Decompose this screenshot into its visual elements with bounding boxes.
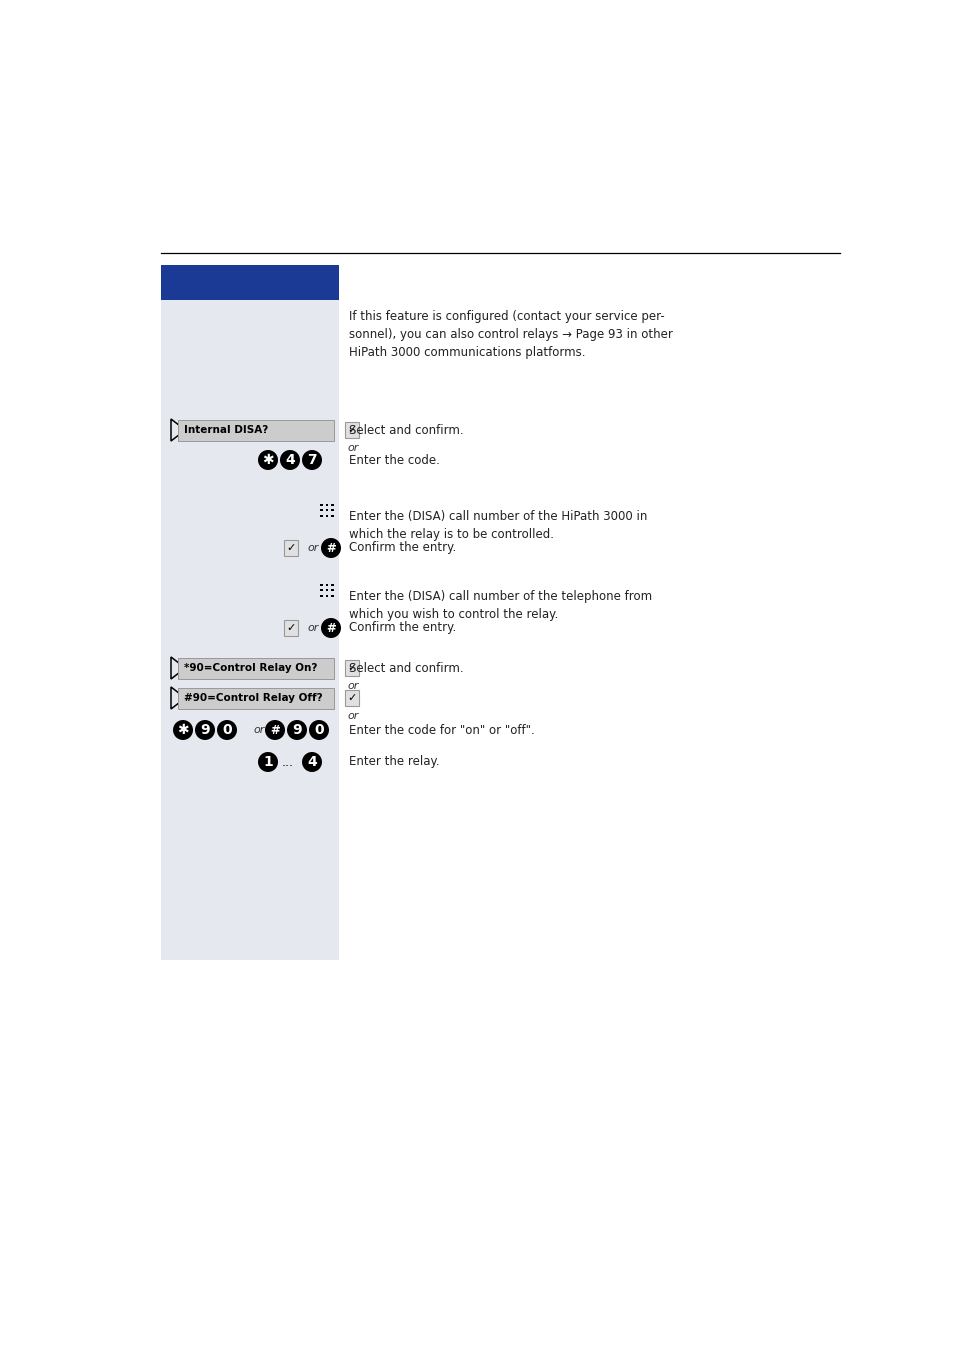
- Text: or: or: [253, 725, 264, 735]
- Text: or: or: [347, 681, 358, 690]
- Text: 1: 1: [263, 755, 273, 769]
- Text: ✓: ✓: [347, 693, 356, 703]
- FancyBboxPatch shape: [345, 422, 358, 438]
- Text: 9: 9: [200, 723, 210, 738]
- FancyBboxPatch shape: [331, 515, 334, 516]
- Text: If this feature is configured (contact your service per-
sonnel), you can also c: If this feature is configured (contact y…: [349, 309, 672, 359]
- Circle shape: [257, 450, 277, 470]
- FancyBboxPatch shape: [325, 509, 328, 511]
- Text: Confirm the entry.: Confirm the entry.: [349, 542, 456, 554]
- FancyBboxPatch shape: [161, 265, 338, 300]
- FancyBboxPatch shape: [325, 594, 328, 597]
- Text: or: or: [347, 443, 358, 453]
- Text: ✱: ✱: [262, 453, 274, 467]
- Text: 4: 4: [307, 755, 316, 769]
- Circle shape: [320, 617, 340, 638]
- Text: ✓: ✓: [286, 543, 295, 553]
- Circle shape: [302, 450, 322, 470]
- Text: 4: 4: [285, 453, 294, 467]
- FancyBboxPatch shape: [320, 589, 322, 590]
- Text: Enter the code.: Enter the code.: [349, 454, 439, 466]
- FancyBboxPatch shape: [320, 594, 322, 597]
- Text: Internal DISA?: Internal DISA?: [184, 426, 268, 435]
- Text: Select and confirm.: Select and confirm.: [349, 423, 463, 436]
- Text: Enter the code for "on" or "off".: Enter the code for "on" or "off".: [349, 724, 535, 736]
- Text: or: or: [347, 711, 358, 721]
- Circle shape: [172, 720, 193, 740]
- FancyBboxPatch shape: [161, 265, 338, 961]
- Text: Enter the relay.: Enter the relay.: [349, 755, 439, 769]
- Text: ...: ...: [282, 755, 294, 769]
- Text: Enter the (DISA) call number of the telephone from
which you wish to control the: Enter the (DISA) call number of the tele…: [349, 590, 652, 621]
- FancyBboxPatch shape: [178, 688, 335, 708]
- Text: *90=Control Relay On?: *90=Control Relay On?: [184, 663, 317, 673]
- Text: 0: 0: [222, 723, 232, 738]
- FancyBboxPatch shape: [325, 584, 328, 585]
- FancyBboxPatch shape: [284, 620, 297, 636]
- Text: ✓: ✓: [286, 623, 295, 634]
- Text: or: or: [307, 623, 318, 634]
- FancyBboxPatch shape: [178, 658, 335, 678]
- Text: 0: 0: [314, 723, 323, 738]
- FancyBboxPatch shape: [331, 589, 334, 590]
- Circle shape: [216, 720, 236, 740]
- Text: Select and confirm.: Select and confirm.: [349, 662, 463, 674]
- Text: #90=Control Relay Off?: #90=Control Relay Off?: [184, 693, 322, 703]
- Circle shape: [257, 753, 277, 771]
- FancyBboxPatch shape: [331, 509, 334, 511]
- Text: #: #: [326, 621, 335, 635]
- Circle shape: [320, 538, 340, 558]
- Circle shape: [309, 720, 329, 740]
- Text: Enter the (DISA) call number of the HiPath 3000 in
which the relay is to be cont: Enter the (DISA) call number of the HiPa…: [349, 509, 647, 540]
- FancyBboxPatch shape: [345, 659, 358, 677]
- Circle shape: [287, 720, 307, 740]
- FancyBboxPatch shape: [320, 504, 322, 505]
- FancyBboxPatch shape: [331, 584, 334, 585]
- Circle shape: [194, 720, 214, 740]
- Circle shape: [265, 720, 285, 740]
- Text: ✓: ✓: [347, 426, 356, 435]
- Circle shape: [280, 450, 299, 470]
- FancyBboxPatch shape: [178, 420, 335, 440]
- Text: ✓: ✓: [347, 663, 356, 673]
- Text: Confirm the entry.: Confirm the entry.: [349, 621, 456, 635]
- FancyBboxPatch shape: [320, 515, 322, 516]
- Text: or: or: [307, 543, 318, 553]
- Text: 7: 7: [307, 453, 316, 467]
- FancyBboxPatch shape: [284, 539, 297, 557]
- Text: #: #: [326, 542, 335, 554]
- FancyBboxPatch shape: [331, 594, 334, 597]
- FancyBboxPatch shape: [325, 515, 328, 516]
- FancyBboxPatch shape: [325, 589, 328, 590]
- Text: 9: 9: [292, 723, 301, 738]
- FancyBboxPatch shape: [345, 690, 358, 707]
- FancyBboxPatch shape: [331, 504, 334, 505]
- Text: ✱: ✱: [177, 723, 189, 738]
- FancyBboxPatch shape: [320, 509, 322, 511]
- Circle shape: [302, 753, 322, 771]
- Text: #: #: [270, 724, 279, 736]
- FancyBboxPatch shape: [320, 584, 322, 585]
- FancyBboxPatch shape: [325, 504, 328, 505]
